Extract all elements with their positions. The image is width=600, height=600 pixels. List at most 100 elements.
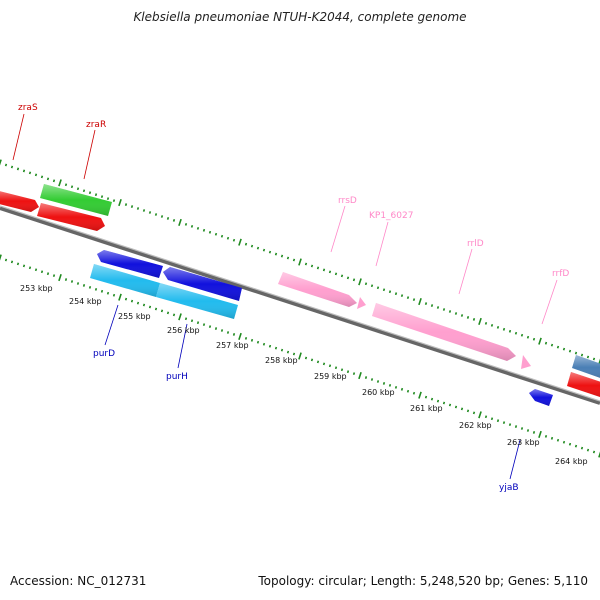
minor-tick bbox=[346, 370, 350, 374]
minor-tick bbox=[250, 338, 254, 342]
minor-tick bbox=[70, 185, 74, 189]
major-tick bbox=[298, 352, 302, 360]
kbp-label: 264 kbp bbox=[555, 457, 588, 466]
minor-tick bbox=[214, 232, 218, 236]
minor-tick bbox=[352, 372, 356, 376]
minor-tick bbox=[4, 258, 8, 262]
minor-tick bbox=[496, 325, 500, 329]
minor-tick bbox=[550, 436, 554, 440]
minor-tick bbox=[442, 401, 446, 405]
minor-tick bbox=[250, 244, 254, 248]
minor-tick bbox=[424, 302, 428, 305]
minor-tick bbox=[34, 268, 38, 272]
minor-tick bbox=[412, 391, 416, 395]
minor-tick bbox=[262, 248, 266, 252]
minor-tick bbox=[400, 294, 404, 298]
minor-tick bbox=[166, 217, 170, 220]
minor-tick bbox=[526, 429, 530, 432]
minor-tick bbox=[202, 323, 206, 327]
minor-tick bbox=[376, 286, 380, 290]
gene-label-yjaB: yjaB bbox=[499, 483, 519, 493]
minor-tick bbox=[226, 331, 230, 334]
minor-tick bbox=[580, 446, 584, 450]
map-title: Klebsiella pneumoniae NTUH-K2044, comple… bbox=[133, 10, 467, 24]
minor-tick bbox=[382, 382, 386, 385]
callout-lines bbox=[12, 113, 558, 480]
minor-tick bbox=[214, 327, 218, 330]
gene-rrlD-arrow bbox=[372, 303, 516, 361]
minor-tick bbox=[124, 203, 128, 206]
accession-label: Accession: NC_012731 bbox=[10, 574, 147, 588]
minor-tick bbox=[148, 305, 152, 309]
minor-tick bbox=[472, 411, 476, 415]
minor-tick bbox=[304, 356, 308, 360]
kbp-label: 253 kbp bbox=[20, 284, 53, 293]
gene-yjaB-arrow bbox=[529, 389, 553, 406]
minor-tick bbox=[244, 242, 248, 246]
gene-red-right-arrow bbox=[567, 372, 600, 397]
minor-tick bbox=[484, 415, 488, 419]
kbp-labels: 253 kbp 254 kbp 255 kbp 256 kbp 257 kbp … bbox=[20, 284, 588, 466]
minor-tick bbox=[490, 323, 494, 327]
minor-tick bbox=[310, 264, 314, 268]
minor-tick bbox=[40, 175, 44, 179]
minor-tick bbox=[154, 213, 158, 216]
minor-tick bbox=[334, 272, 338, 276]
minor-tick bbox=[124, 297, 128, 301]
gene-purH-bar bbox=[156, 283, 238, 319]
minor-tick bbox=[454, 312, 458, 315]
minor-tick bbox=[160, 309, 164, 313]
minor-tick bbox=[532, 431, 536, 434]
minor-tick bbox=[142, 303, 146, 307]
upper-tick-row bbox=[0, 159, 600, 365]
minor-tick bbox=[46, 177, 50, 181]
minor-tick bbox=[334, 366, 338, 370]
minor-tick bbox=[64, 278, 68, 281]
minor-tick bbox=[382, 288, 386, 292]
minor-tick bbox=[208, 230, 212, 234]
gene-label-rrlD: rrlD bbox=[467, 239, 484, 249]
minor-tick bbox=[460, 407, 464, 411]
minor-tick bbox=[556, 438, 560, 442]
minor-tick bbox=[160, 215, 164, 218]
major-tick bbox=[58, 274, 62, 282]
minor-tick bbox=[16, 262, 20, 266]
minor-tick bbox=[52, 179, 56, 183]
topology-label: Topology: circular; Length: 5,248,520 bp… bbox=[258, 574, 588, 588]
major-tick bbox=[58, 179, 62, 187]
minor-tick bbox=[364, 376, 368, 379]
minor-tick bbox=[88, 191, 92, 195]
minor-tick bbox=[220, 234, 224, 238]
major-tick bbox=[0, 159, 2, 166]
kbp-label: 254 kbp bbox=[69, 297, 102, 306]
major-tick bbox=[418, 298, 422, 306]
gene-rrsD-arrow bbox=[278, 272, 357, 307]
major-tick bbox=[238, 332, 242, 340]
minor-tick bbox=[490, 417, 494, 421]
minor-tick bbox=[268, 250, 272, 254]
minor-tick bbox=[544, 434, 548, 438]
minor-tick bbox=[82, 189, 86, 193]
minor-tick bbox=[574, 351, 578, 355]
minor-tick bbox=[10, 260, 14, 264]
minor-tick bbox=[592, 357, 596, 361]
minor-tick bbox=[22, 264, 26, 268]
minor-tick bbox=[46, 272, 50, 276]
minor-tick bbox=[430, 304, 434, 307]
minor-tick bbox=[568, 349, 572, 353]
minor-tick bbox=[106, 291, 110, 295]
lower-tick-row bbox=[0, 254, 600, 458]
major-tick bbox=[0, 254, 2, 261]
kbp-label: 261 kbp bbox=[410, 404, 443, 413]
kbp-label: 263 kbp bbox=[507, 438, 540, 447]
minor-tick bbox=[256, 340, 260, 344]
minor-tick bbox=[436, 306, 440, 309]
gene-KP1_6027-arrow bbox=[357, 297, 366, 309]
minor-tick bbox=[196, 226, 200, 230]
kbp-label: 256 kbp bbox=[167, 326, 200, 335]
gene-labels: zraS zraR rrsD KP1_6027 rrlD rrfD purD p… bbox=[18, 103, 569, 493]
minor-tick bbox=[484, 321, 488, 325]
minor-tick bbox=[208, 325, 212, 328]
minor-tick bbox=[520, 333, 524, 337]
minor-tick bbox=[586, 448, 590, 452]
